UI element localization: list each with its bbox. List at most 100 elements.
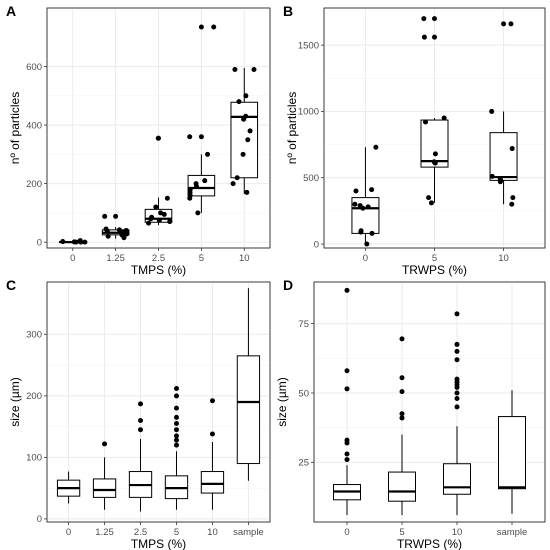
outlier-point (198, 24, 204, 30)
data-point (195, 210, 201, 216)
box-10 (200, 398, 225, 510)
data-point (230, 181, 236, 187)
x-axis-title: TMPS (%) (131, 263, 186, 277)
data-point (167, 219, 173, 225)
x-tick-label: 2.5 (152, 253, 165, 264)
data-point (156, 217, 162, 223)
iqr-box (200, 471, 225, 494)
data-point (365, 204, 371, 210)
outlier-point (399, 411, 405, 417)
data-point (353, 188, 359, 194)
outlier-point (454, 341, 460, 347)
data-point (77, 238, 83, 244)
data-point (146, 220, 152, 226)
y-axis-title: nº of particles (285, 92, 299, 164)
plot-border (46, 7, 271, 249)
data-point (116, 227, 122, 233)
outlier-point (138, 427, 144, 433)
data-point (234, 175, 240, 181)
outlier-point (173, 405, 179, 411)
outlier-point (344, 437, 350, 443)
x-tick-label: 1.25 (95, 527, 114, 538)
outlier-point (113, 213, 119, 219)
data-point (124, 231, 130, 237)
box-5 (388, 336, 416, 516)
data-point (60, 239, 66, 245)
outlier-point (454, 404, 460, 410)
outlier-point (209, 398, 215, 404)
data-point (364, 241, 370, 247)
data-point (432, 151, 438, 157)
data-point (153, 204, 159, 210)
data-point (426, 195, 432, 201)
box-0 (351, 147, 380, 245)
data-point (243, 93, 249, 99)
outlier-point (138, 401, 144, 407)
data-point (245, 137, 251, 143)
x-tick-label: 10 (207, 527, 218, 538)
data-point (232, 66, 238, 72)
x-tick-label: 10 (239, 253, 250, 264)
data-point (509, 146, 515, 152)
outlier-point (173, 427, 179, 433)
data-point (369, 230, 375, 236)
iqr-box (443, 463, 471, 495)
y-tick-label: 75 (298, 319, 309, 330)
y-tick-label: 500 (303, 173, 319, 184)
y-tick-label: 1000 (298, 107, 319, 118)
x-tick-label: 2.5 (134, 527, 147, 538)
data-point (164, 195, 170, 201)
data-point (244, 189, 250, 195)
outlier-point (344, 386, 350, 392)
outlier-point (173, 385, 179, 391)
outlier-point (173, 433, 179, 439)
y-axis-title: nº of particles (8, 92, 22, 164)
data-point (510, 195, 516, 201)
data-point (82, 239, 88, 245)
y-tick-label: 200 (26, 391, 42, 402)
data-point (357, 203, 363, 209)
data-point (251, 66, 257, 72)
x-tick-label: sample (233, 527, 264, 538)
data-point (240, 151, 246, 157)
data-point (149, 214, 155, 220)
panel-d: 25 50 75 0 5 10 sample TRWPS (%) size (µm) D (275, 277, 546, 550)
y-tick-label: 50 (298, 388, 309, 399)
data-point (423, 119, 429, 125)
panel-a: 0 200 400 600 0 1.25 2.5 5 10 TMPS (%) nº of parti… (6, 3, 271, 277)
data-point (497, 179, 503, 185)
data-point (104, 228, 110, 234)
data-point (187, 189, 193, 195)
outlier-point (209, 431, 215, 437)
data-point (358, 229, 364, 235)
data-point (352, 201, 358, 207)
iqr-box (92, 478, 117, 498)
plot-area (46, 281, 271, 523)
data-point (247, 128, 253, 134)
panel-b: 0 500 1000 1500 0 5 10 TRWPS (%) nº of particles… (283, 3, 546, 277)
data-point (194, 184, 200, 190)
panel-letter: A (6, 3, 16, 19)
data-point (428, 200, 434, 206)
panel-letter: C (6, 277, 16, 293)
box-2.5 (128, 401, 153, 512)
x-tick-label: 10 (452, 527, 463, 538)
y-tick-label: 0 (37, 514, 42, 525)
data-point (432, 160, 438, 166)
y-tick-label: 1500 (298, 40, 319, 51)
box-0 (333, 287, 361, 516)
data-point (441, 115, 447, 121)
iqr-box (388, 471, 416, 502)
iqr-box (230, 101, 259, 179)
outlier-point (454, 390, 460, 396)
plot-border (323, 7, 546, 249)
iqr-box (236, 355, 261, 465)
outlier-point (399, 415, 405, 421)
x-tick-label: 5 (399, 527, 404, 538)
outlier-point (454, 396, 460, 402)
y-tick-label: 0 (37, 237, 42, 248)
plot-border (313, 281, 546, 523)
outlier-point (399, 336, 405, 342)
x-tick-label: 0 (70, 253, 75, 264)
